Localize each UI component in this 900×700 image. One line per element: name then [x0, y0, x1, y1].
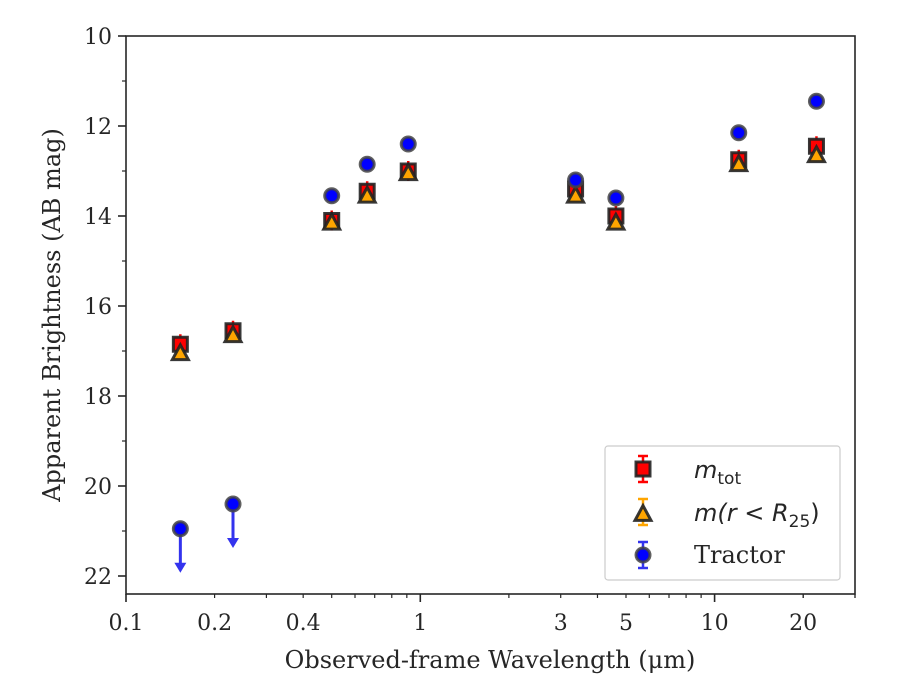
- legend: mtot m(r < R25) Tractor: [604, 445, 841, 581]
- x-tick-label: 3: [554, 611, 568, 636]
- legend-tractor-marker: [634, 546, 652, 564]
- x-tick-label: 5: [619, 611, 633, 636]
- x-axis-label: Observed-frame Wavelength (μm): [285, 646, 696, 674]
- y-tick-label: 12: [84, 115, 112, 140]
- m-r25-point: [169, 341, 191, 362]
- tractor-point: [567, 171, 585, 189]
- x-tick-label: 1: [413, 611, 427, 636]
- tractor-point: [399, 135, 417, 153]
- m-r25-point: [805, 143, 827, 164]
- y-tick-label: 20: [84, 475, 112, 500]
- series-m-r25: [169, 143, 827, 362]
- legend-m-r25-label: m(r < R25): [694, 499, 820, 532]
- tractor-point: [358, 155, 376, 173]
- legend-m-tot-marker: [634, 460, 652, 478]
- axis-ticks: 10 12 14 16 18 20 22 0.1 0.2 0.4 1 3 5 10 20: [84, 25, 856, 636]
- x-tick-label: 10: [701, 611, 729, 636]
- data-layer: [169, 92, 827, 573]
- m-r25-point: [565, 184, 587, 204]
- legend-box: [604, 445, 841, 581]
- y-tick-label: 14: [84, 205, 112, 230]
- m-r25-point: [605, 211, 627, 231]
- m-r25-point: [728, 152, 750, 173]
- m-r25-point: [356, 184, 378, 204]
- m-r25-point: [397, 161, 419, 182]
- x-tick-label: 20: [789, 611, 817, 636]
- tractor-upper-limit-arrowhead: [174, 562, 187, 573]
- tractor-upper-limit-arrowhead: [227, 538, 240, 548]
- y-tick-label: 10: [84, 25, 112, 50]
- y-tick-label: 18: [84, 385, 112, 410]
- m-r25-point: [321, 211, 343, 231]
- x-tick-label: 0.1: [109, 611, 144, 636]
- y-tick-label: 16: [84, 295, 112, 320]
- legend-tractor-label: Tractor: [694, 541, 785, 569]
- y-tick-label: 22: [84, 565, 112, 590]
- tractor-point: [171, 520, 189, 538]
- legend-m-r25-marker: [632, 502, 654, 522]
- tractor-point: [730, 124, 748, 142]
- x-tick-label: 0.4: [286, 611, 321, 636]
- series-tractor: [171, 92, 825, 573]
- m-r25-point: [222, 323, 244, 344]
- tractor-point: [807, 92, 825, 110]
- legend-m-tot-label: mtot: [694, 456, 741, 489]
- tractor-point: [224, 495, 242, 513]
- tractor-point: [323, 187, 341, 205]
- tractor-point: [607, 189, 625, 207]
- plot-area-frame: [125, 35, 856, 595]
- y-axis-label: Apparent Brightness (AB mag): [38, 128, 66, 503]
- x-tick-label: 0.2: [197, 611, 232, 636]
